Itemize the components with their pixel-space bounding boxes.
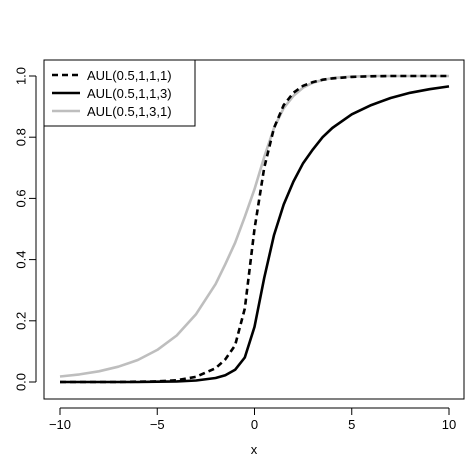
series-line-1 (60, 74, 449, 384)
x-tick-label: 10 (442, 417, 456, 432)
y-tick-label: 0.4 (13, 251, 28, 269)
x-axis: −10 −5 0 5 10 (49, 407, 456, 432)
x-tick-label: 0 (251, 417, 258, 432)
x-axis-title: x (251, 442, 258, 457)
legend-label-2: AUL(0.5,1,1,3) (87, 86, 172, 101)
y-tick-label: 0.2 (13, 312, 28, 330)
y-tick-label: 0.6 (13, 189, 28, 207)
legend-label-3: AUL(0.5,1,3,1) (87, 104, 172, 119)
legend: AUL(0.5,1,1,1) AUL(0.5,1,1,3) AUL(0.5,1,3,… (43, 59, 196, 127)
plot-frame (43, 59, 465, 400)
y-axis: 0.0 0.2 0.4 0.6 0.8 1.0 (13, 67, 37, 391)
y-tick-label: 1.0 (13, 67, 28, 85)
x-tick-label: −5 (150, 417, 165, 432)
x-tick-label: −10 (49, 417, 71, 432)
y-tick-label: 0.8 (13, 128, 28, 146)
y-tick-label: 0.0 (13, 373, 28, 391)
series-layer (59, 74, 450, 384)
legend-label-1: AUL(0.5,1,1,1) (87, 68, 172, 83)
x-tick-label: 5 (348, 417, 355, 432)
